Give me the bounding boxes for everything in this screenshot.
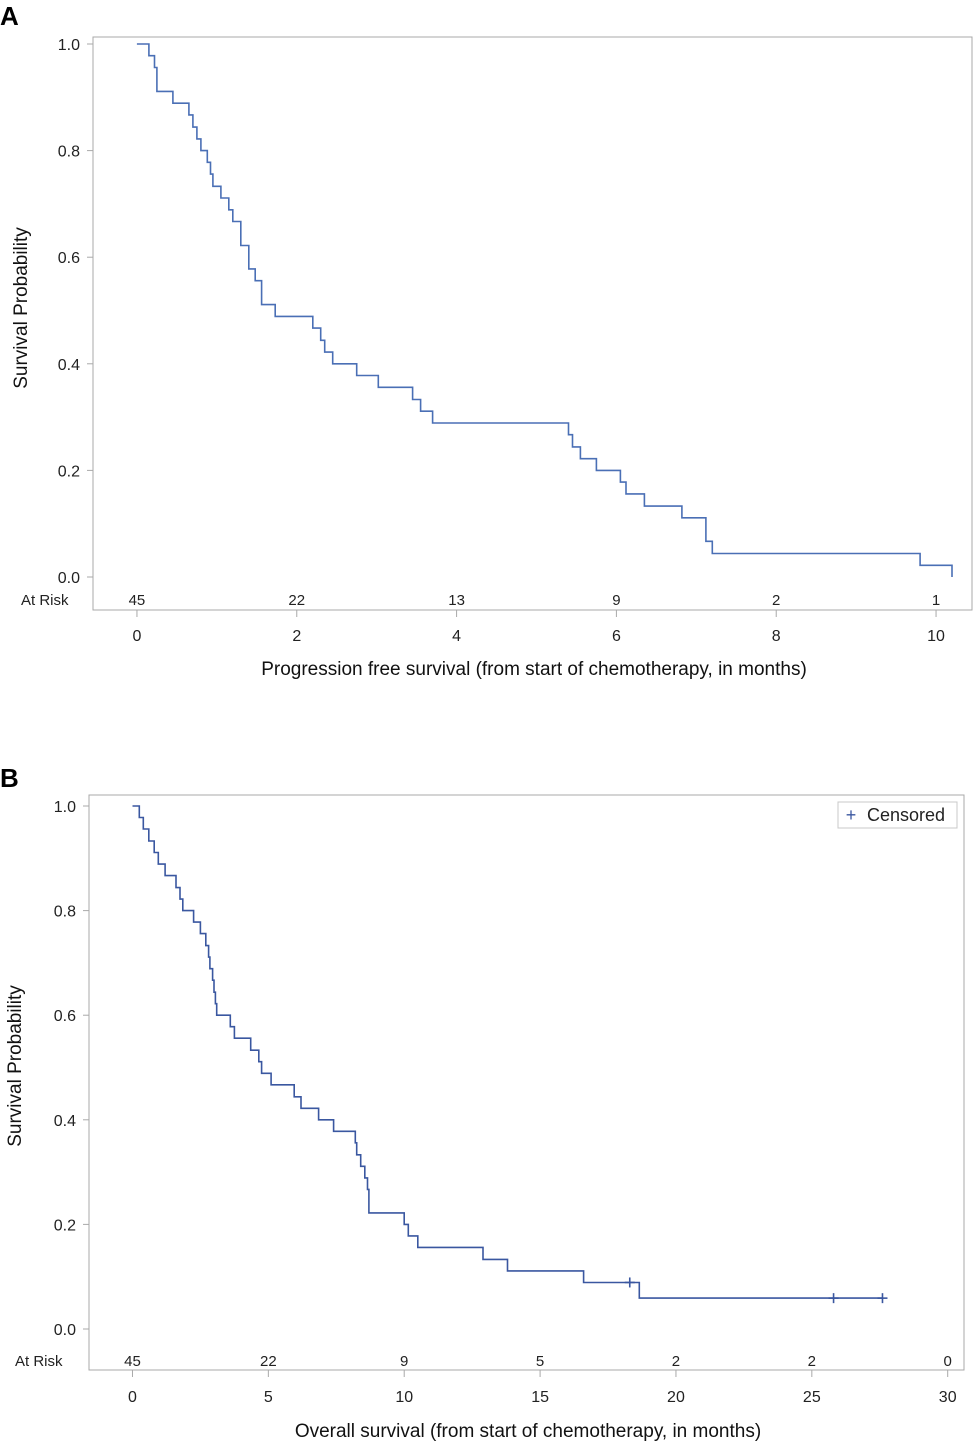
x-tick-label: 8 bbox=[772, 628, 781, 645]
x-tick-label: 4 bbox=[452, 628, 461, 645]
y-tick-label: 0.2 bbox=[54, 1217, 76, 1234]
panel-b-legend: + Censored bbox=[837, 801, 958, 829]
y-tick-label: 1.0 bbox=[54, 799, 76, 816]
panel-b-survival-curve bbox=[132, 805, 883, 1299]
censor-mark bbox=[624, 1277, 635, 1288]
at-risk-count: 45 bbox=[129, 592, 146, 609]
y-tick-label: 0.8 bbox=[58, 144, 80, 161]
panel-a-y-axis-title: Survival Probability bbox=[11, 227, 32, 389]
y-tick-label: 1.0 bbox=[58, 37, 80, 54]
panel-b-at-risk-row: 45 22 9 5 2 2 0 bbox=[124, 1353, 952, 1370]
panel-a-chart: A 0.0 0.2 0.4 0.6 0.8 1.0 0 2 4 6 8 10 At Risk 45 2… bbox=[0, 1, 973, 680]
panel-a-letter: A bbox=[0, 1, 19, 31]
panel-b-x-axis: 0 5 10 15 20 25 30 bbox=[128, 1370, 957, 1406]
panel-b-at-risk-label: At Risk bbox=[15, 1353, 63, 1370]
panel-a-survival-curve bbox=[136, 43, 953, 577]
panel-a-x-axis: 0 2 4 6 8 10 bbox=[132, 610, 945, 645]
at-risk-count: 2 bbox=[772, 592, 780, 609]
y-tick-label: 0.6 bbox=[58, 250, 80, 267]
panel-b-y-axis: 0.0 0.2 0.4 0.6 0.8 1.0 bbox=[54, 799, 89, 1339]
panel-b-censor-marks bbox=[624, 1277, 888, 1304]
x-tick-label: 5 bbox=[264, 1389, 273, 1406]
x-tick-label: 6 bbox=[612, 628, 621, 645]
x-tick-label: 2 bbox=[292, 628, 301, 645]
x-tick-label: 20 bbox=[667, 1389, 685, 1406]
at-risk-count: 22 bbox=[260, 1353, 277, 1370]
panel-a-plot-frame bbox=[92, 36, 973, 611]
panel-a-at-risk-row: 45 22 13 9 2 1 bbox=[129, 592, 941, 609]
x-tick-label: 25 bbox=[803, 1389, 821, 1406]
y-tick-label: 0.8 bbox=[54, 904, 76, 921]
panel-b-chart: B 0.00.20.40.60.81.0 0 5 10 15 20 25 30 At Ris… bbox=[0, 763, 965, 1442]
panel-b-x-axis-title: Overall survival (from start of chemothe… bbox=[295, 1421, 761, 1442]
at-risk-count: 2 bbox=[808, 1353, 816, 1370]
legend-censored-label: Censored bbox=[867, 805, 945, 825]
censor-mark bbox=[828, 1293, 839, 1304]
y-tick-label: 0.0 bbox=[58, 570, 80, 587]
legend-box bbox=[837, 801, 958, 829]
at-risk-count: 1 bbox=[932, 592, 940, 609]
x-tick-label: 0 bbox=[132, 628, 141, 645]
panel-a-x-axis-title: Progression free survival (from start of… bbox=[261, 659, 807, 680]
x-tick-label: 0 bbox=[128, 1389, 137, 1406]
at-risk-count: 2 bbox=[672, 1353, 680, 1370]
y-tick-label: 0.2 bbox=[58, 463, 80, 480]
at-risk-count: 45 bbox=[124, 1353, 141, 1370]
censor-mark bbox=[877, 1293, 888, 1304]
at-risk-count: 13 bbox=[448, 592, 465, 609]
y-tick-label: 0.4 bbox=[58, 357, 80, 374]
at-risk-count: 5 bbox=[536, 1353, 544, 1370]
x-tick-label: 30 bbox=[939, 1389, 957, 1406]
at-risk-count: 9 bbox=[612, 592, 620, 609]
panel-b-plot-frame bbox=[88, 794, 965, 1371]
y-tick-label: 0.4 bbox=[54, 1113, 76, 1130]
panel-b-letter: B bbox=[0, 763, 19, 793]
legend-censor-symbol: + bbox=[846, 805, 857, 825]
panel-a-y-axis: 0.0 0.2 0.4 0.6 0.8 1.0 bbox=[58, 37, 93, 587]
x-tick-label: 10 bbox=[927, 628, 945, 645]
y-tick-label: 0.0 bbox=[54, 1322, 76, 1339]
panel-b-y-axis-title: Survival Probability bbox=[5, 985, 26, 1147]
at-risk-count: 22 bbox=[288, 592, 305, 609]
at-risk-count: 9 bbox=[400, 1353, 408, 1370]
x-tick-label: 10 bbox=[395, 1389, 413, 1406]
y-tick-label: 0.6 bbox=[54, 1008, 76, 1025]
at-risk-count: 0 bbox=[944, 1353, 952, 1370]
panel-a-at-risk-label: At Risk bbox=[21, 592, 69, 609]
x-tick-label: 15 bbox=[531, 1389, 549, 1406]
